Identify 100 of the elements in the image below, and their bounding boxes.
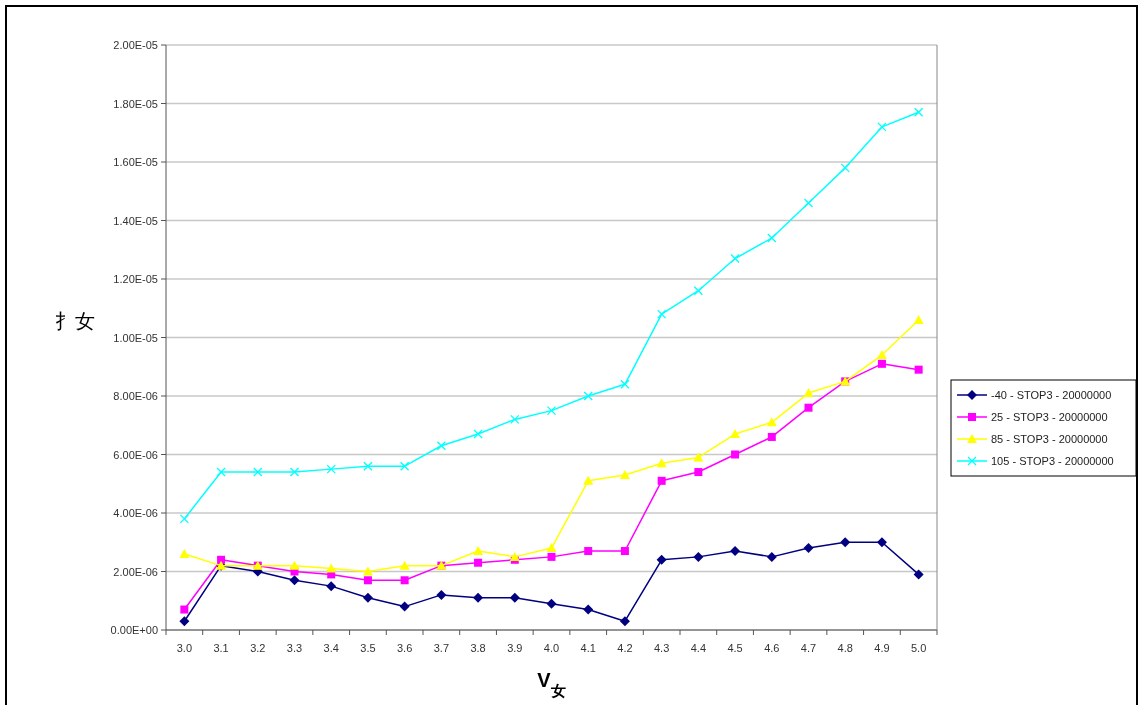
point: [216, 467, 226, 477]
x-tick-label: 4.6: [764, 642, 780, 654]
point: [657, 476, 666, 485]
point: [913, 314, 924, 324]
y-tick-label: 1.00E-05: [113, 331, 158, 344]
point: [804, 403, 813, 412]
y-tick-label: 1.20E-05: [113, 273, 158, 285]
point: [656, 458, 667, 468]
y-tick-label: 1.40E-05: [113, 214, 158, 227]
point: [656, 309, 667, 319]
x-tick-label: 4.5: [727, 642, 743, 654]
point: [620, 547, 629, 556]
point: [840, 537, 851, 548]
point: [547, 552, 556, 561]
x-tick-label: 3.9: [507, 642, 523, 654]
y-axis-title: 扌女: [55, 310, 95, 332]
point: [326, 464, 336, 474]
y-tick-label: 4.00E-06: [113, 507, 158, 519]
point: [179, 514, 190, 524]
y-tick-label: 1.80E-05: [113, 97, 158, 110]
point: [913, 569, 924, 580]
point: [473, 592, 484, 603]
point: [474, 558, 483, 567]
point: [766, 551, 777, 562]
point: [730, 253, 740, 264]
x-tick-label: 4.4: [690, 642, 707, 654]
point: [180, 605, 189, 614]
x-tick-label: 3.5: [360, 642, 376, 654]
point: [509, 551, 520, 561]
y-tick-label: 1.60E-05: [113, 156, 158, 168]
point: [399, 461, 410, 471]
point: [362, 566, 373, 576]
y-tick-label: 8.00E-06: [113, 390, 158, 402]
point: [400, 576, 409, 585]
x-tick-label: 4.2: [617, 642, 633, 654]
point: [362, 592, 373, 603]
point: [693, 551, 704, 562]
point: [840, 163, 850, 173]
point: [619, 469, 630, 479]
x-tick-label: 3.7: [433, 642, 450, 654]
point: [546, 405, 557, 416]
point: [693, 286, 704, 296]
x-tick-label: 3.8: [470, 642, 486, 654]
point: [876, 350, 887, 360]
y-tick-label: 0.00E+00: [110, 624, 158, 636]
x-tick-label: 4.7: [800, 642, 817, 654]
x-tick-label: 4.1: [580, 642, 596, 654]
point: [767, 432, 776, 441]
x-tick-label: 3.3: [286, 642, 303, 654]
point: [877, 122, 887, 132]
point: [473, 546, 484, 556]
x-tick-label: 3.0: [176, 642, 193, 654]
x-tick-label: 4.0: [543, 642, 560, 654]
point: [253, 467, 263, 477]
point: [877, 359, 886, 368]
x-tick-label: 4.3: [653, 642, 670, 654]
point: [436, 589, 447, 600]
x-tick-label: 3.1: [213, 642, 229, 654]
point: [289, 575, 300, 586]
point: [546, 598, 557, 609]
point: [803, 543, 814, 554]
y-tick-label: 6.00E-06: [113, 448, 158, 461]
point: [326, 581, 337, 592]
legend-label: 25 - STOP3 - 20000000: [991, 411, 1108, 423]
legend-label: 105 - STOP3 - 20000000: [991, 455, 1114, 467]
point: [620, 379, 630, 389]
x-tick-label: 4.8: [837, 642, 853, 654]
point: [914, 365, 923, 374]
point: [326, 563, 337, 573]
point: [289, 560, 300, 570]
x-tick-label: 5.0: [910, 642, 927, 654]
x-tick-label: 3.2: [250, 642, 266, 654]
point: [289, 467, 300, 477]
point: [730, 429, 741, 439]
x-tick-label: 3.4: [323, 642, 339, 654]
point: [803, 388, 814, 398]
point: [619, 616, 630, 627]
point: [473, 429, 483, 439]
point: [399, 560, 410, 570]
point: [583, 604, 594, 615]
x-tick-label: 4.9: [874, 642, 890, 654]
y-tick-label: 2.00E-06: [113, 565, 158, 578]
point: [363, 576, 372, 585]
point: [731, 450, 740, 459]
point: [509, 592, 520, 603]
point: [803, 198, 814, 208]
point: [399, 601, 410, 612]
x-axis-title: V$_{女}$: [537, 669, 566, 699]
point: [363, 461, 373, 471]
point: [876, 537, 887, 548]
point: [583, 475, 594, 485]
point: [767, 233, 777, 243]
legend-label: 85 - STOP3 - 20000000: [991, 433, 1108, 445]
point: [546, 543, 557, 553]
point: [583, 391, 593, 401]
x-tick-label: 3.6: [396, 642, 413, 654]
point: [510, 414, 520, 425]
point: [179, 548, 190, 558]
point: [730, 546, 741, 557]
point: [584, 547, 593, 556]
